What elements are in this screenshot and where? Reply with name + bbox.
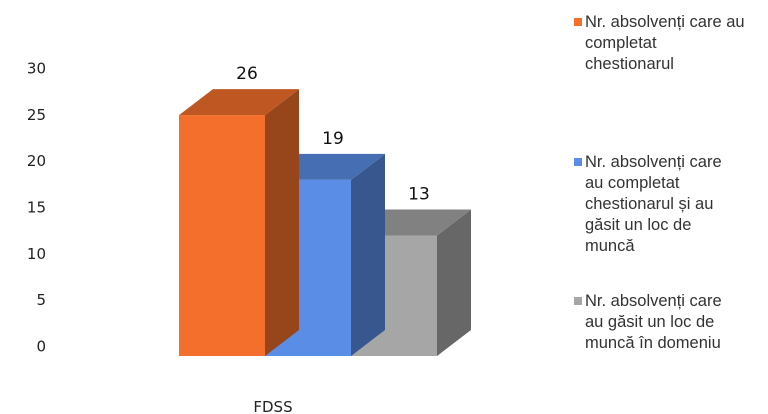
bar-chart: 0 5 10 15 20 25 30 13 19 26 FDSS [27,60,471,414]
bar-front-face [179,115,265,356]
legend-swatch [574,158,582,166]
legend-label-line: Nr. absolvenți care au [585,13,745,31]
legend-label-line: muncă [585,237,635,255]
legend-label-line: muncă în domeniu [585,334,721,352]
legend-label: Nr. absolvenți care au completat chestiona… [585,12,745,75]
y-tick-label: 0 [36,338,46,356]
bars [179,89,471,357]
legend-label: Nr. absolvenți care au găsit un loc de mun… [585,291,722,354]
y-tick-label: 10 [27,245,46,263]
legend-label-line: au completat [585,174,680,192]
bar-top-face [179,89,299,116]
legend-label-line: completat [585,34,657,52]
legend-swatch [574,297,582,305]
legend-item: Nr. absolvenți care au găsit un loc de mun… [574,291,722,354]
y-tick-label: 25 [27,106,46,124]
legend-label-line: chestionarul și au [585,195,714,213]
legend-label-line: au găsit un loc de [585,313,715,331]
y-tick-label: 30 [27,60,46,78]
legend-label-line: chestionarul [585,55,674,73]
legend-label-line: găsit un loc de [585,216,692,234]
data-label: 13 [408,185,430,205]
legend-label-line: Nr. absolvenți care [585,153,722,171]
legend-label-line: Nr. absolvenți care [585,292,722,310]
data-labels: 13 19 26 [236,64,430,204]
bar-1 [179,89,299,357]
bar-side-face [351,153,385,356]
data-label: 26 [236,64,258,84]
data-label: 19 [322,129,344,149]
bar-side-face [437,209,471,356]
y-axis: 0 5 10 15 20 25 30 [27,60,46,356]
legend-label: Nr. absolvenți care au completat chestiona… [585,152,722,257]
y-tick-label: 5 [36,291,46,309]
category-label: FDSS [253,398,292,414]
bar-side-face [265,89,299,357]
legend-swatch [574,18,582,26]
y-tick-label: 15 [27,199,46,217]
legend-item: Nr. absolvenți care au completat chestiona… [574,12,745,75]
y-tick-label: 20 [27,152,46,170]
legend-item: Nr. absolvenți care au completat chestiona… [574,152,722,257]
